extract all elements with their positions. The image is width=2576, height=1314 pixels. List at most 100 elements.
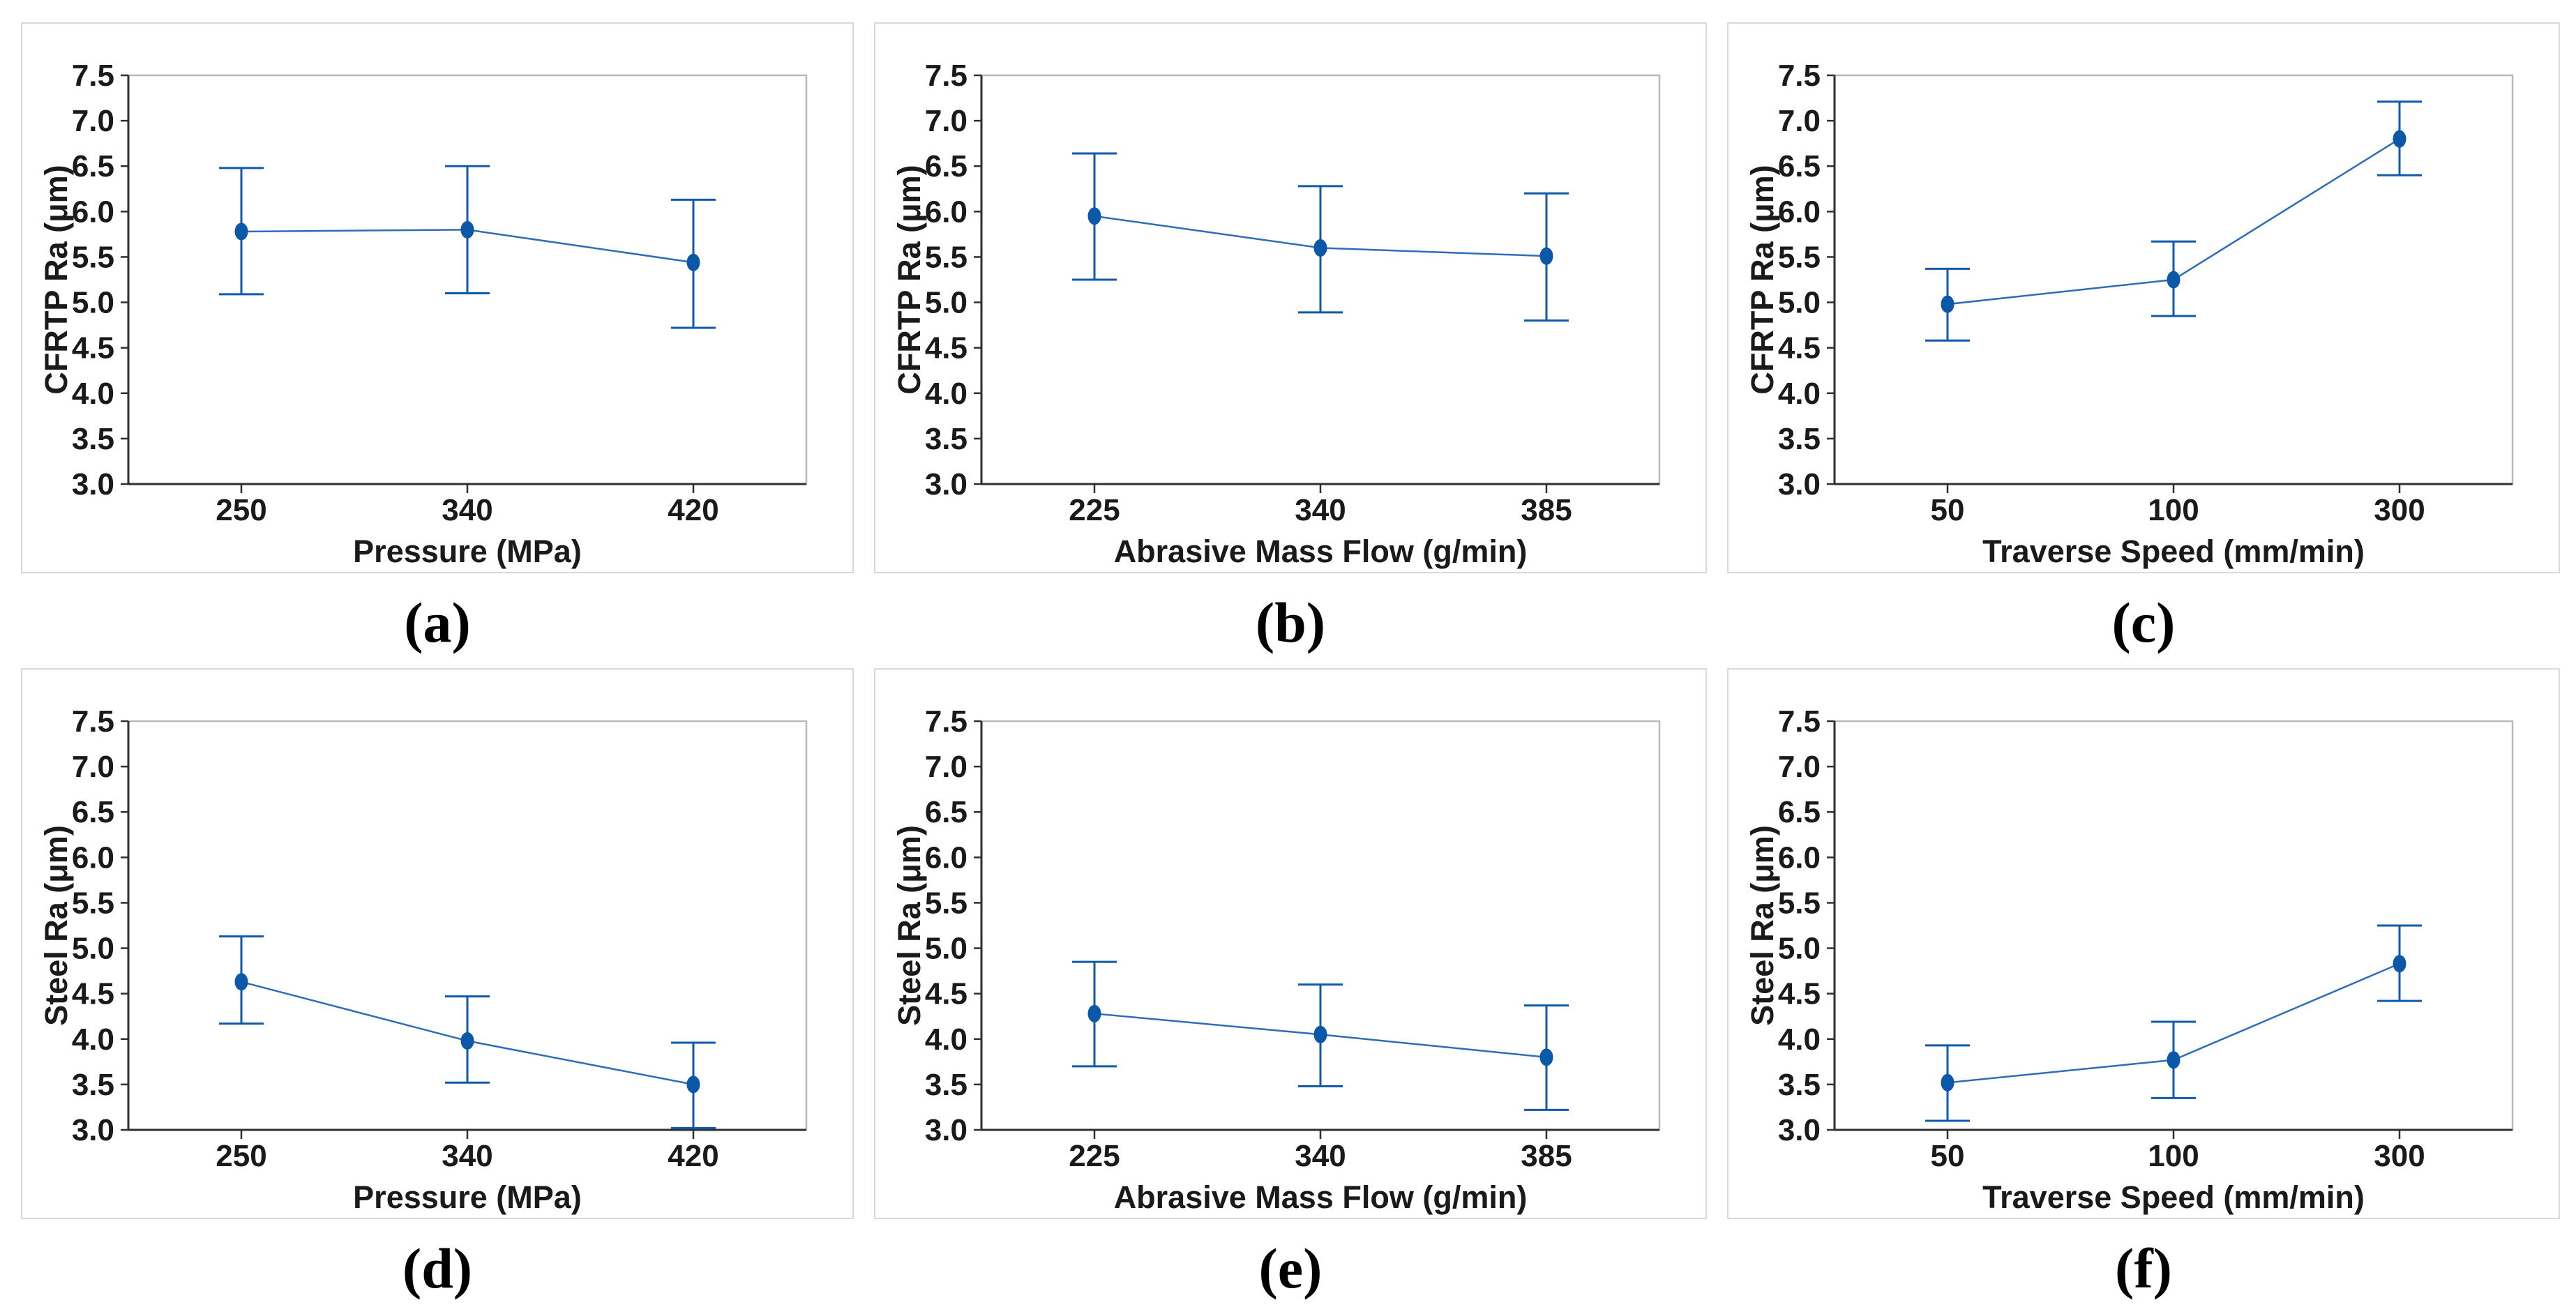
subfigure-caption-f: (f) — [2115, 1237, 2172, 1300]
y-tick-label: 6.0 — [72, 840, 114, 875]
y-tick-label: 6.5 — [925, 795, 967, 829]
chart-c-cfrtp-ra-vs-traverse-speed: 3.0 3.5 4.0 4.5 5.0 5.5 6.0 6.5 7.0 7.5 50 100 300 Tr… — [1745, 59, 2514, 569]
panel-d: 3.0 3.5 4.0 4.5 5.0 5.5 6.0 6.5 7.0 7.5 250 340 420 P… — [21, 668, 854, 1219]
y-tick-label: 7.5 — [1778, 59, 1821, 93]
x-tick-label: 300 — [2374, 493, 2425, 527]
y-tick-label: 5.5 — [925, 240, 967, 274]
panel-a: 3.0 3.5 4.0 4.5 5.0 5.5 6.0 6.5 7.0 7.5 250 340 420 P… — [21, 22, 854, 573]
y-axis-label: Steel Ra (μm) — [891, 825, 927, 1026]
x-axis-label: Traverse Speed (mm/min) — [1982, 1179, 2365, 1215]
x-axis-label: Abrasive Mass Flow (g/min) — [1114, 1179, 1528, 1215]
panel-e: 3.0 3.5 4.0 4.5 5.0 5.5 6.0 6.5 7.0 7.5 225 340 385 A… — [874, 668, 1707, 1219]
x-tick-label: 340 — [442, 493, 492, 527]
y-tick-label: 6.0 — [72, 195, 114, 229]
y-tick-label: 7.0 — [1778, 104, 1821, 138]
y-axis-label: CFRTP Ra (μm) — [891, 165, 927, 394]
y-tick-label: 3.5 — [1778, 422, 1821, 456]
data-point — [1539, 1048, 1553, 1066]
y-tick-label: 6.5 — [72, 795, 114, 829]
y-tick-label: 4.5 — [1778, 331, 1821, 365]
chart-a-cfrtp-ra-vs-pressure: 3.0 3.5 4.0 4.5 5.0 5.5 6.0 6.5 7.0 7.5 250 340 420 P… — [38, 59, 808, 569]
y-tick-label: 6.5 — [1778, 149, 1821, 183]
y-tick-label: 5.0 — [925, 286, 967, 320]
y-tick-label: 4.0 — [925, 377, 967, 411]
data-point — [460, 220, 474, 239]
data-point — [1941, 295, 1954, 313]
y-tick-label: 5.5 — [925, 886, 967, 920]
y-tick-label: 3.0 — [1778, 467, 1821, 501]
data-point — [2393, 955, 2406, 973]
x-tick-label: 50 — [1931, 1139, 1965, 1173]
y-tick-label: 6.0 — [1778, 195, 1821, 229]
x-axis-label: Abrasive Mass Flow (g/min) — [1114, 534, 1528, 569]
data-point — [2167, 271, 2180, 289]
data-point — [234, 973, 248, 991]
y-tick-label: 7.0 — [1778, 750, 1821, 784]
y-tick-label: 4.0 — [925, 1022, 967, 1057]
y-tick-label: 3.5 — [72, 422, 114, 456]
y-tick-label: 7.5 — [925, 704, 967, 739]
panel-f: 3.0 3.5 4.0 4.5 5.0 5.5 6.0 6.5 7.0 7.5 50 100 300 Tr… — [1727, 668, 2560, 1219]
data-point — [1087, 1004, 1101, 1022]
x-tick-label: 250 — [216, 1139, 266, 1173]
x-tick-label: 50 — [1931, 493, 1965, 527]
y-tick-label: 3.0 — [925, 467, 967, 501]
y-tick-label: 7.5 — [1778, 704, 1821, 739]
x-axis-label: Traverse Speed (mm/min) — [1982, 534, 2365, 569]
data-point — [2393, 130, 2406, 148]
x-tick-label: 340 — [1295, 493, 1346, 527]
data-point — [234, 222, 248, 241]
y-tick-label: 4.5 — [1778, 977, 1821, 1011]
y-tick-label: 4.5 — [925, 977, 967, 1011]
y-tick-label: 3.0 — [72, 467, 114, 501]
y-tick-label: 3.5 — [925, 1068, 967, 1102]
y-tick-label: 5.5 — [72, 240, 114, 274]
x-tick-label: 300 — [2374, 1139, 2425, 1173]
y-tick-label: 4.0 — [1778, 377, 1821, 411]
x-tick-label: 100 — [2148, 1139, 2199, 1173]
y-tick-label: 5.0 — [1778, 932, 1821, 966]
y-tick-label: 6.5 — [72, 149, 114, 183]
y-tick-label: 5.0 — [72, 932, 114, 966]
subfigure-caption-c: (c) — [2111, 591, 2176, 654]
x-tick-label: 225 — [1069, 493, 1120, 527]
data-point — [686, 1075, 700, 1094]
y-tick-label: 6.5 — [1778, 795, 1821, 829]
y-tick-label: 7.5 — [72, 59, 114, 93]
y-tick-label: 7.0 — [925, 750, 967, 784]
subfigure-caption-d: (d) — [402, 1237, 473, 1300]
data-point — [1539, 247, 1553, 265]
subfigure-caption-a: (a) — [404, 591, 471, 654]
y-tick-label: 6.5 — [925, 149, 967, 183]
chart-e-steel-ra-vs-abrasive-mass-flow: 3.0 3.5 4.0 4.5 5.0 5.5 6.0 6.5 7.0 7.5 225 340 385 A… — [891, 704, 1661, 1215]
x-tick-label: 100 — [2148, 493, 2199, 527]
y-tick-label: 5.0 — [925, 932, 967, 966]
chart-d-steel-ra-vs-pressure: 3.0 3.5 4.0 4.5 5.0 5.5 6.0 6.5 7.0 7.5 250 340 420 P… — [38, 704, 808, 1215]
y-axis-label: CFRTP Ra (μm) — [38, 165, 74, 394]
y-tick-label: 5.5 — [72, 886, 114, 920]
y-tick-label: 6.0 — [925, 195, 967, 229]
y-tick-label: 6.0 — [1778, 840, 1821, 875]
y-tick-label: 4.0 — [72, 1022, 114, 1057]
y-tick-label: 6.0 — [925, 840, 967, 875]
y-tick-label: 5.0 — [72, 286, 114, 320]
data-point — [1087, 207, 1101, 225]
data-point — [1313, 1025, 1327, 1043]
y-tick-label: 7.0 — [72, 750, 114, 784]
y-tick-label: 4.5 — [925, 331, 967, 365]
panel-c: 3.0 3.5 4.0 4.5 5.0 5.5 6.0 6.5 7.0 7.5 50 100 300 Tr… — [1727, 22, 2560, 573]
y-tick-label: 3.0 — [1778, 1113, 1821, 1147]
chart-b-cfrtp-ra-vs-abrasive-mass-flow: 3.0 3.5 4.0 4.5 5.0 5.5 6.0 6.5 7.0 7.5 225 340 385 A… — [891, 59, 1661, 569]
x-tick-label: 385 — [1521, 493, 1572, 527]
y-tick-label: 5.5 — [1778, 240, 1821, 274]
y-axis-label: CFRTP Ra (μm) — [1745, 165, 1780, 394]
data-point — [2167, 1051, 2180, 1069]
chart-f-steel-ra-vs-traverse-speed: 3.0 3.5 4.0 4.5 5.0 5.5 6.0 6.5 7.0 7.5 50 100 300 Tr… — [1745, 704, 2514, 1215]
x-tick-label: 420 — [668, 493, 718, 527]
x-tick-label: 250 — [216, 493, 266, 527]
y-axis-label: Steel Ra (μm) — [1745, 825, 1780, 1026]
y-tick-label: 3.0 — [72, 1113, 114, 1147]
y-tick-label: 4.0 — [72, 377, 114, 411]
data-point — [686, 253, 700, 271]
y-tick-label: 5.0 — [1778, 286, 1821, 320]
